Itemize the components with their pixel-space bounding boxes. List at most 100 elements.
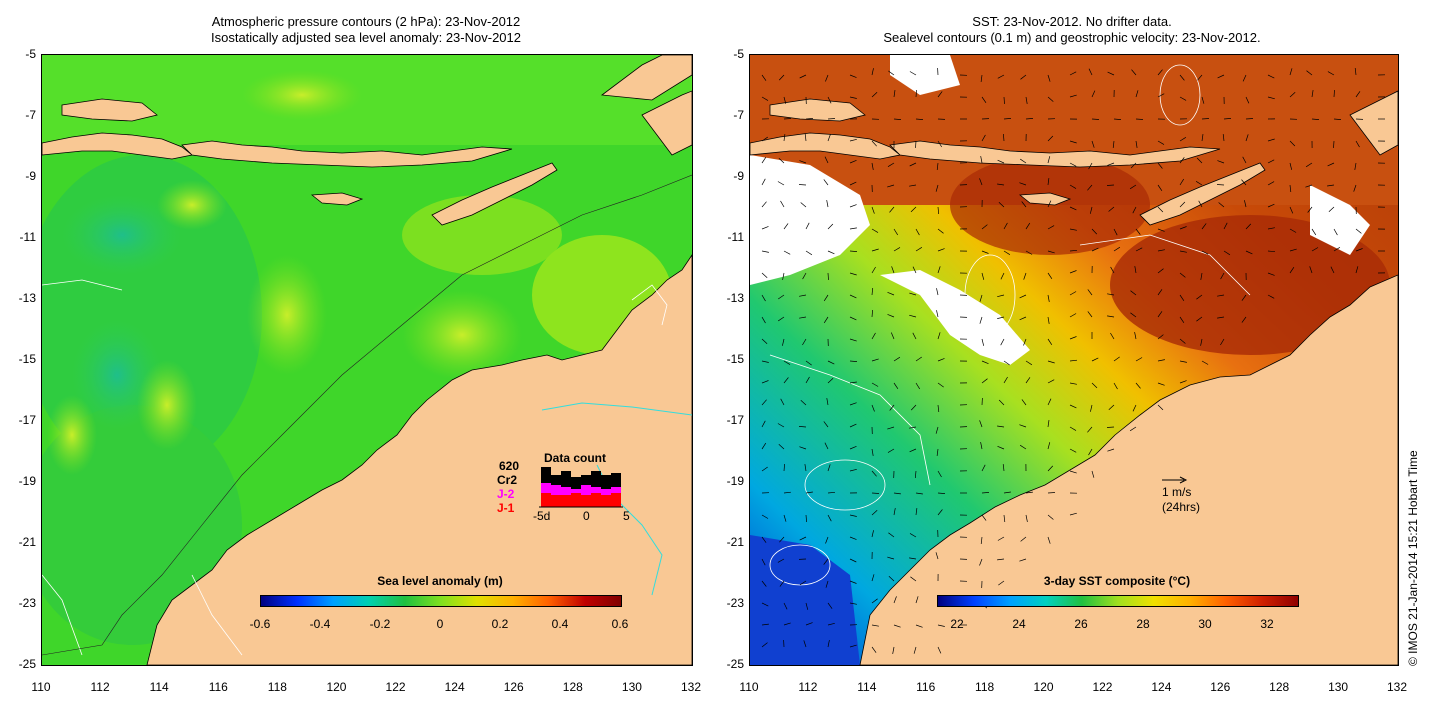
velocity-arrow: [761, 250, 769, 253]
velocity-arrow: [761, 558, 766, 566]
velocity-arrow: [893, 247, 901, 252]
velocity-arrow: [1047, 250, 1055, 254]
velocity-arrow: [1021, 399, 1027, 406]
velocity-arrow: [1179, 96, 1187, 101]
velocity-arrow: [1245, 223, 1252, 230]
velocity-arrow: [1088, 68, 1093, 76]
colorbar-tick-label: 0.2: [491, 617, 509, 631]
velocity-arrow: [981, 492, 990, 494]
velocity-scale-label: 1 m/s: [1162, 485, 1192, 499]
velocity-arrow: [1091, 90, 1096, 98]
velocity-arrow: [849, 558, 857, 563]
velocity-arrow: [1241, 316, 1247, 323]
velocity-arrow: [800, 202, 807, 208]
velocity-arrow: [761, 157, 767, 164]
sea-level-anomaly-map[interactable]: Data count 620 Cr2 J-2 J-1: [41, 54, 693, 666]
sla-map-graphic: [42, 55, 692, 665]
velocity-arrow: [981, 96, 987, 103]
velocity-arrow: [1047, 178, 1050, 186]
velocity-arrow: [1217, 316, 1225, 319]
sst-map[interactable]: 1 m/s (24hrs) 3-day SST composite (°C) 2…: [749, 54, 1399, 666]
velocity-arrow: [783, 491, 791, 494]
velocity-arrow: [1135, 140, 1138, 148]
velocity-arrow: [1023, 338, 1027, 346]
velocity-arrow: [981, 134, 986, 142]
velocity-arrow: [1112, 140, 1115, 148]
velocity-arrow: [1069, 470, 1077, 474]
velocity-arrow: [1135, 357, 1143, 362]
data-count-title: Data count: [544, 451, 607, 465]
velocity-arrow: [798, 184, 807, 186]
velocity-arrow: [777, 423, 785, 428]
velocity-arrow: [1106, 184, 1115, 186]
velocity-arrow: [1179, 178, 1184, 186]
velocity-arrow: [799, 160, 807, 164]
velocity-arrow: [1020, 536, 1027, 542]
velocity-arrow: [761, 136, 768, 142]
velocity-arrow: [1267, 294, 1275, 299]
velocity-arrow: [1157, 206, 1164, 213]
velocity-arrow: [1069, 270, 1077, 274]
velocity-arrow: [1245, 134, 1249, 142]
velocity-arrow: [1003, 514, 1006, 523]
velocity-arrow: [912, 332, 917, 340]
velocity-arrow: [1106, 426, 1115, 428]
velocity-arrow: [783, 622, 791, 626]
velocity-arrow: [893, 382, 899, 389]
velocity-arrow: [1355, 248, 1363, 252]
velocity-arrow: [761, 536, 767, 543]
velocity-arrow: [823, 421, 829, 428]
velocity-arrow: [827, 602, 833, 609]
y-tick-label: -5: [25, 47, 36, 61]
velocity-arrow: [805, 376, 810, 384]
velocity-arrow: [761, 514, 769, 519]
velocity-arrow: [779, 580, 785, 587]
velocity-arrow: [783, 463, 785, 472]
left-panel-title: Atmospheric pressure contours (2 hPa): 2…: [40, 14, 692, 46]
velocity-arrow: [803, 640, 807, 648]
velocity-arrow: [889, 206, 895, 213]
velocity-arrow: [1327, 162, 1335, 167]
velocity-arrow: [761, 74, 767, 81]
velocity-arrow: [887, 162, 895, 167]
velocity-arrow: [1201, 134, 1204, 142]
velocity-arrow: [761, 399, 767, 406]
velocity-arrow: [799, 74, 807, 79]
velocity-arrow: [1179, 74, 1185, 81]
velocity-arrow: [1019, 444, 1027, 450]
velocity-arrow: [1198, 200, 1203, 208]
right-panel-title: SST: 23-Nov-2012. No drifter data. Seale…: [748, 14, 1396, 46]
velocity-arrow: [937, 624, 945, 627]
velocity-arrow: [893, 508, 896, 516]
velocity-arrow: [1245, 96, 1250, 104]
velocity-arrow: [761, 466, 768, 472]
velocity-arrow: [1197, 74, 1203, 81]
velocity-arrow: [1025, 491, 1033, 494]
velocity-arrow: [799, 294, 807, 297]
velocity-arrow: [761, 201, 767, 208]
velocity-arrow: [981, 272, 985, 280]
velocity-arrow: [1242, 74, 1247, 82]
velocity-arrow: [1047, 398, 1052, 406]
velocity-arrow: [871, 309, 873, 318]
velocity-arrow: [1333, 89, 1335, 98]
velocity-arrow: [1217, 294, 1225, 297]
velocity-arrow: [802, 272, 807, 280]
velocity-arrow: [1091, 470, 1095, 478]
y-tick-label: -15: [726, 352, 744, 366]
velocity-arrow: [937, 332, 941, 340]
velocity-arrow: [981, 360, 989, 365]
velocity-arrow: [849, 580, 857, 584]
x-tick-label: 122: [385, 680, 406, 694]
velocity-arrow: [871, 228, 879, 233]
velocity-arrow: [871, 470, 877, 477]
velocity-arrow: [915, 228, 920, 236]
colorbar-tick-label: 26: [1074, 617, 1088, 631]
velocity-arrow: [915, 596, 919, 604]
velocity-arrow: [1069, 426, 1077, 431]
velocity-arrow: [1069, 313, 1077, 318]
velocity-arrow: [1130, 312, 1137, 318]
velocity-arrow: [1113, 382, 1118, 390]
velocity-arrow: [1113, 228, 1118, 236]
velocity-arrow: [979, 294, 983, 302]
